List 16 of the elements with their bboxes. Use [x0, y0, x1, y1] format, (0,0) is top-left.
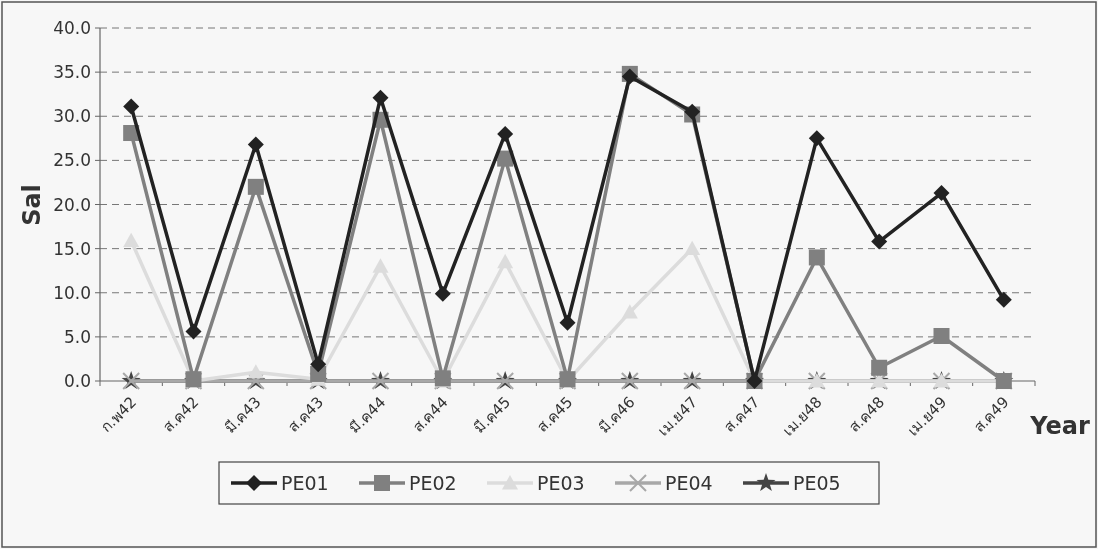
y-tick-label: 40.0 — [53, 18, 91, 38]
x-axis-title: Year — [1029, 412, 1090, 440]
y-axis-title: Sal — [18, 184, 46, 226]
y-tick-label: 10.0 — [53, 282, 91, 303]
y-tick-label: 0.0 — [63, 371, 91, 391]
legend-label: PE02 — [409, 472, 457, 494]
y-tick-label: 25.0 — [53, 150, 91, 171]
legend-label: PE03 — [537, 472, 585, 494]
y-tick-label: 30.0 — [53, 106, 91, 127]
y-tick-label: 35.0 — [53, 62, 91, 83]
legend-label: PE05 — [793, 472, 841, 494]
legend-label: PE01 — [281, 472, 329, 494]
y-tick-label: 5.0 — [63, 326, 91, 347]
legend-label: PE04 — [665, 472, 713, 494]
y-tick-label: 20.0 — [53, 194, 91, 215]
y-tick-label: 15.0 — [53, 238, 91, 259]
